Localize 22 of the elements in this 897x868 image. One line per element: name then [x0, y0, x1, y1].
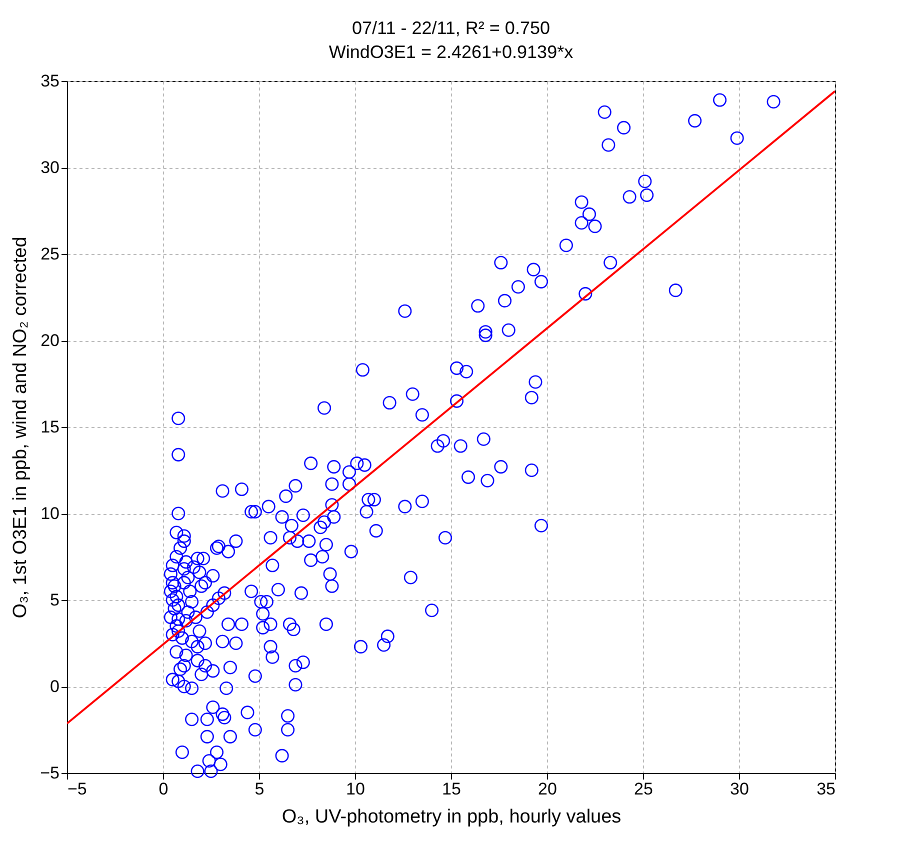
x-tick-label: −5: [68, 780, 87, 798]
x-tick-label: 25: [634, 780, 653, 798]
y-tick-label: 30: [40, 158, 60, 177]
x-tick-label: 5: [254, 780, 264, 798]
y-tick-label: 5: [50, 590, 60, 610]
chart-title: 07/11 - 22/11, R² = 0.750: [352, 18, 550, 38]
y-tick-label: 0: [50, 677, 60, 696]
x-tick-label: 20: [538, 780, 557, 798]
x-tick-label: 15: [442, 780, 461, 798]
y-axis-title: O₃, 1st O3E1 in ppb, wind and NO₂ corrected: [10, 236, 32, 618]
y-tick-label: 20: [40, 331, 60, 350]
y-tick-label: 10: [40, 504, 60, 523]
y-tick-label: 35: [40, 72, 60, 90]
x-tick-label: 0: [158, 780, 168, 798]
x-axis-title: O₃, UV-photometry in ppb, hourly values: [282, 806, 622, 828]
x-tick-label: 10: [346, 780, 365, 798]
y-tick-label: 15: [40, 418, 60, 436]
x-tick-label: 30: [730, 780, 749, 798]
y-tick-label: −5: [40, 764, 60, 782]
y-tick-label: 25: [40, 244, 60, 264]
x-tick-label: 35: [816, 780, 836, 798]
chart-subtitle: WindO3E1 = 2.4261+0.9139*x: [328, 42, 574, 62]
